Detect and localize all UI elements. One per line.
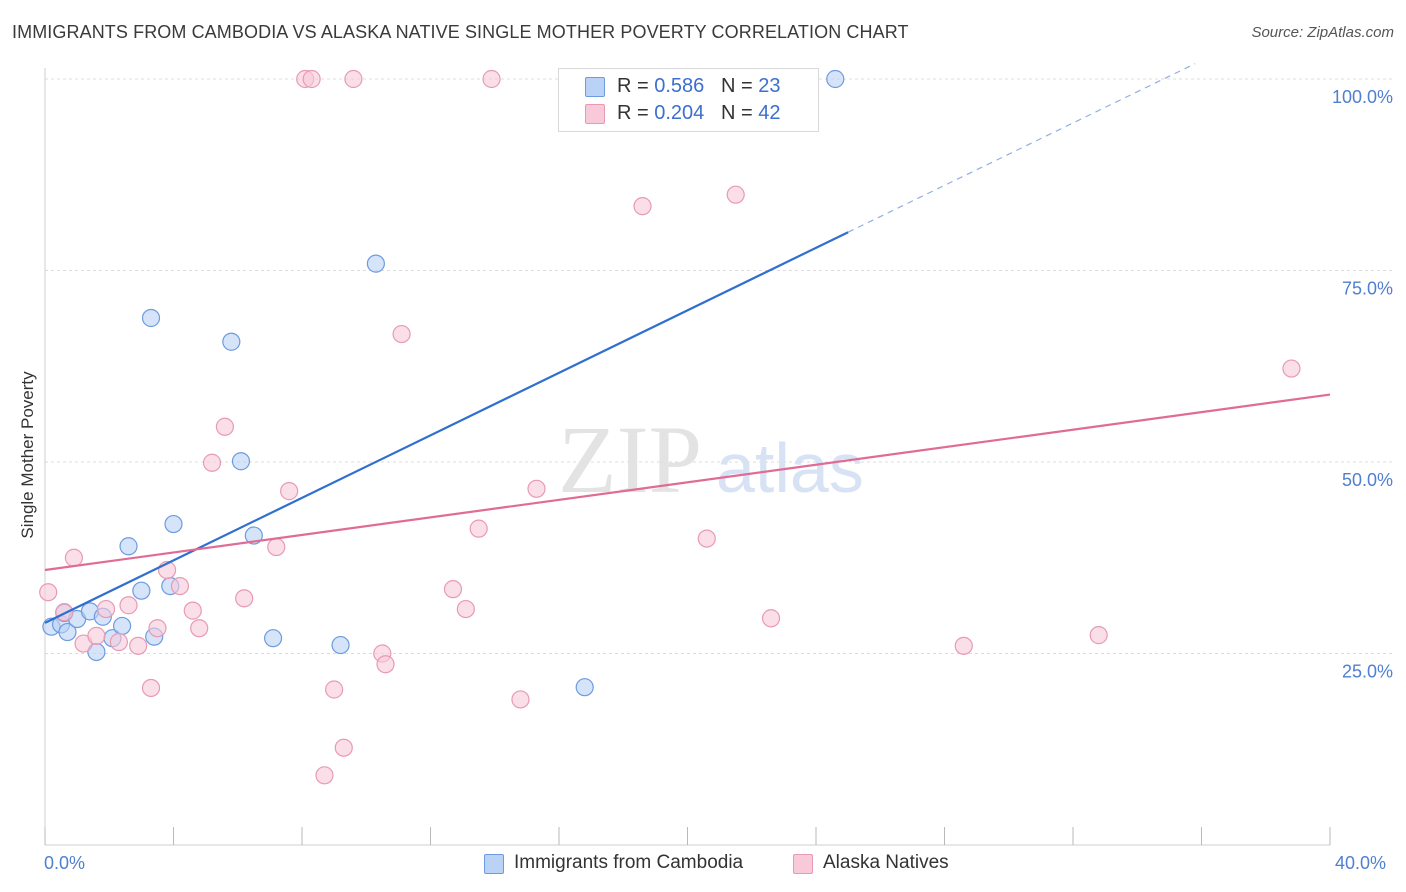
cambodia-point [263, 629, 283, 648]
alaska-point [469, 519, 488, 538]
alaska-point [267, 537, 286, 557]
cambodia-point [164, 514, 183, 534]
y-tick-label: 25.0% [1342, 662, 1393, 682]
legend-swatch-cambodia [585, 77, 605, 97]
legend-r-value: 0.204 [654, 102, 705, 124]
y-tick-labels: 25.0% 50.0% 75.0% 100.0% [1332, 87, 1393, 682]
alaska-point [443, 580, 463, 599]
alaska-point [325, 680, 344, 699]
alaska-point [954, 636, 973, 655]
cambodia-point [231, 452, 251, 471]
legend-n-value: 23 [758, 75, 781, 97]
trend-lines [44, 63, 1331, 624]
alaska-point [482, 69, 501, 89]
alaska-point [456, 599, 475, 619]
legend-n-value: 42 [758, 102, 781, 124]
alaska-point [1282, 359, 1301, 378]
alaska-point [376, 655, 395, 674]
alaska-point [280, 482, 299, 501]
alaska-point [1089, 626, 1108, 645]
alaska-point [315, 766, 334, 785]
cambodia-point [58, 622, 77, 642]
alaska-point [170, 576, 190, 596]
source-label: Source: ZipAtlas.com [1251, 24, 1394, 41]
alaska-point [334, 738, 353, 757]
legend-r-label: R = [617, 75, 655, 97]
alaska-point [761, 609, 781, 628]
cambodia-point [366, 254, 385, 273]
trend-line-cambodia [44, 231, 849, 624]
alaska-point [141, 678, 161, 698]
alaska-point [109, 632, 128, 652]
y-tick-label: 75.0% [1342, 279, 1393, 299]
legend-swatch-cambodia [484, 854, 504, 874]
cambodia-point [132, 581, 151, 600]
trend-line-cambodia-extension [847, 63, 1196, 233]
alaska-point [235, 589, 254, 608]
cambodia-point [112, 616, 132, 636]
legend-label-alaska: Alaska Natives [823, 852, 949, 873]
series-immigrants-from-cambodia [42, 69, 845, 697]
alaska-point [726, 185, 745, 204]
alaska-point [344, 69, 363, 89]
alaska-point [129, 636, 148, 655]
alaska-point [215, 417, 234, 436]
alaska-point [148, 619, 167, 638]
alaska-point [55, 603, 74, 622]
cambodia-point [575, 678, 594, 697]
grid-lines [45, 78, 1392, 654]
legend-r-value: 0.586 [654, 75, 705, 97]
cambodia-point [244, 526, 263, 545]
cambodia-point [331, 635, 350, 655]
alaska-point [119, 596, 138, 615]
cambodia-point [222, 332, 241, 351]
y-tick-label: 50.0% [1342, 470, 1393, 490]
alaska-point [190, 619, 209, 638]
y-tick-label: 100.0% [1332, 87, 1393, 107]
alaska-point [202, 453, 222, 472]
alaska-point [87, 626, 106, 645]
alaska-point [527, 479, 546, 498]
legend-swatch-alaska [585, 104, 605, 124]
cambodia-point [119, 537, 138, 556]
legend-stats: R = 0.586 N = 23 R = 0.204 N = 42 [558, 68, 819, 132]
watermark-zip: ZIP [558, 406, 702, 513]
alaska-point [697, 529, 716, 548]
alaska-point [511, 690, 530, 709]
alaska-point [392, 324, 411, 344]
alaska-point [302, 69, 321, 89]
alaska-point [64, 548, 84, 567]
alaska-point [183, 601, 202, 620]
legend-n-label: N = [720, 102, 759, 124]
trend-line-alaska [44, 393, 1331, 572]
alaska-point [39, 583, 58, 602]
legend-n-label: N = [720, 75, 759, 97]
x-tick-max: 40.0% [1335, 853, 1387, 873]
chart-title: IMMIGRANTS FROM CAMBODIA VS ALASKA NATIV… [12, 22, 909, 42]
cambodia-point [826, 69, 845, 89]
legend-swatch-alaska [793, 854, 813, 874]
x-tick-min: 0.0% [44, 853, 86, 873]
cambodia-point [141, 308, 161, 328]
series-alaska-natives [39, 69, 1301, 785]
legend-r-label: R = [617, 102, 655, 124]
alaska-point [633, 197, 652, 216]
legend-label-cambodia: Immigrants from Cambodia [514, 852, 744, 873]
alaska-point [96, 599, 116, 619]
axes [44, 68, 1331, 846]
